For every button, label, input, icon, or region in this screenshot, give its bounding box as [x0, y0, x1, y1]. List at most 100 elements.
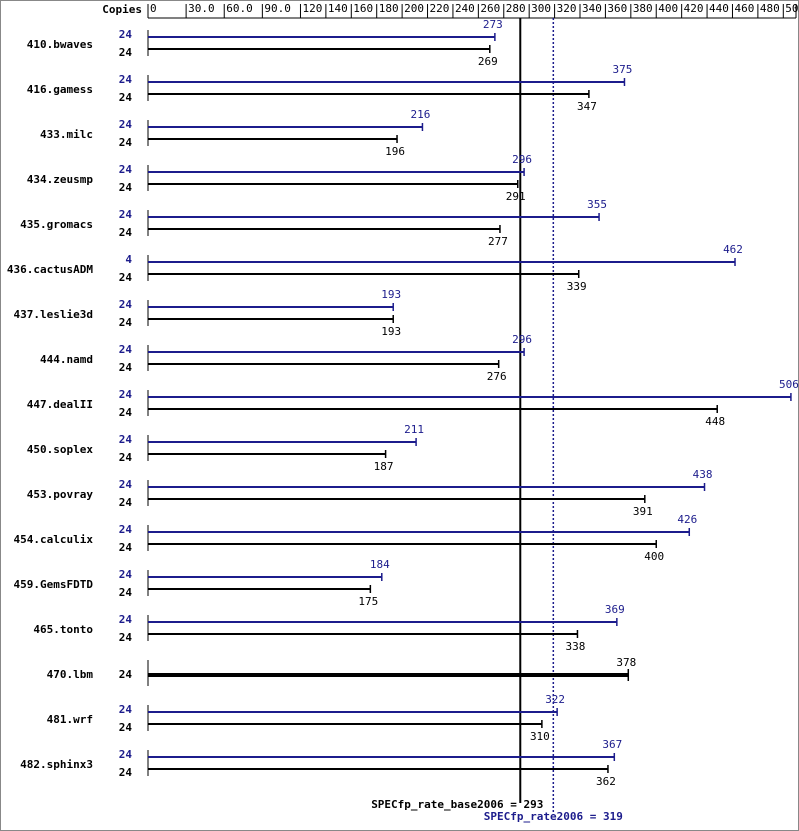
copies-label: 24 [119, 271, 133, 284]
value-label: 193 [381, 288, 401, 301]
copies-label: 24 [119, 613, 133, 626]
copies-label: 24 [119, 343, 133, 356]
category-label: 437.leslie3d [14, 308, 93, 321]
x-tick-label: 240 [455, 2, 475, 15]
copies-label: 24 [119, 451, 133, 464]
value-label: 175 [358, 595, 378, 608]
category-label: 470.lbm [47, 668, 94, 681]
x-tick-label: 90.0 [264, 2, 291, 15]
value-label: 296 [512, 153, 532, 166]
x-tick-label: 280 [506, 2, 526, 15]
x-tick-label: 300 [531, 2, 551, 15]
value-label: 375 [613, 63, 633, 76]
x-tick-label: 420 [684, 2, 704, 15]
copies-label: 24 [119, 703, 133, 716]
copies-label: 24 [119, 73, 133, 86]
value-label: 438 [693, 468, 713, 481]
category-label: 433.milc [40, 128, 93, 141]
x-tick-label: 480 [760, 2, 780, 15]
value-label: 391 [633, 505, 653, 518]
category-label: 482.sphinx3 [20, 758, 93, 771]
x-tick-label: 140 [328, 2, 348, 15]
copies-label: 24 [119, 541, 133, 554]
value-label: 196 [385, 145, 405, 158]
copies-label: 24 [119, 631, 133, 644]
copies-label: 24 [119, 226, 133, 239]
reference-label: SPECfp_rate_base2006 = 293 [371, 798, 543, 811]
copies-label: 24 [119, 766, 133, 779]
value-label: 211 [404, 423, 424, 436]
value-label: 276 [487, 370, 507, 383]
x-tick-label: 400 [658, 2, 678, 15]
value-label: 362 [596, 775, 616, 788]
x-tick-label: 340 [582, 2, 602, 15]
x-tick-label: 500 [785, 2, 799, 15]
value-label: 378 [616, 656, 636, 669]
value-label: 273 [483, 18, 503, 31]
value-label: 184 [370, 558, 390, 571]
x-tick-label: 200 [404, 2, 424, 15]
copies-header: Copies [102, 3, 142, 16]
value-label: 322 [545, 693, 565, 706]
category-label: 416.gamess [27, 83, 93, 96]
value-label: 338 [566, 640, 586, 653]
value-label: 339 [567, 280, 587, 293]
copies-label: 24 [119, 298, 133, 311]
x-tick-label: 160 [353, 2, 373, 15]
category-label: 435.gromacs [20, 218, 93, 231]
copies-label: 24 [119, 118, 133, 131]
reference-label: SPECfp_rate2006 = 319 [484, 810, 623, 823]
category-label: 453.povray [27, 488, 94, 501]
copies-label: 24 [119, 316, 133, 329]
copies-label: 24 [119, 163, 133, 176]
copies-label: 24 [119, 136, 133, 149]
value-label: 506 [779, 378, 799, 391]
value-label: 269 [478, 55, 498, 68]
x-tick-label: 440 [709, 2, 729, 15]
copies-label: 24 [119, 523, 133, 536]
copies-label: 24 [119, 586, 133, 599]
category-label: 465.tonto [33, 623, 93, 636]
value-label: 426 [677, 513, 697, 526]
copies-label: 4 [125, 253, 132, 266]
category-label: 454.calculix [14, 533, 94, 546]
category-label: 447.dealII [27, 398, 93, 411]
copies-label: 24 [119, 721, 133, 734]
x-tick-label: 360 [607, 2, 627, 15]
copies-label: 24 [119, 433, 133, 446]
category-label: 434.zeusmp [27, 173, 94, 186]
x-tick-label: 260 [480, 2, 500, 15]
copies-label: 24 [119, 478, 133, 491]
value-label: 355 [587, 198, 607, 211]
category-label: 459.GemsFDTD [14, 578, 94, 591]
value-label: 310 [530, 730, 550, 743]
value-label: 462 [723, 243, 743, 256]
copies-label: 24 [119, 181, 133, 194]
x-tick-label: 220 [430, 2, 450, 15]
x-tick-label: 120 [302, 2, 322, 15]
category-label: 444.namd [40, 353, 93, 366]
value-label: 367 [602, 738, 622, 751]
copies-label: 24 [119, 406, 133, 419]
copies-label: 24 [119, 46, 133, 59]
category-label: 481.wrf [47, 713, 93, 726]
category-label: 410.bwaves [27, 38, 93, 51]
x-tick-label: 30.0 [188, 2, 215, 15]
copies-label: 24 [119, 568, 133, 581]
copies-label: 24 [119, 388, 133, 401]
value-label: 277 [488, 235, 508, 248]
x-tick-label: 60.0 [226, 2, 253, 15]
category-label: 450.soplex [27, 443, 94, 456]
x-tick-label: 380 [633, 2, 653, 15]
copies-label: 24 [119, 208, 133, 221]
value-label: 193 [381, 325, 401, 338]
copies-label: 24 [119, 361, 133, 374]
value-label: 291 [506, 190, 526, 203]
value-label: 216 [411, 108, 431, 121]
category-label: 436.cactusADM [7, 263, 93, 276]
copies-label: 24 [119, 748, 133, 761]
x-tick-label: 460 [734, 2, 754, 15]
copies-label: 24 [119, 668, 133, 681]
value-label: 347 [577, 100, 597, 113]
copies-label: 24 [119, 91, 133, 104]
